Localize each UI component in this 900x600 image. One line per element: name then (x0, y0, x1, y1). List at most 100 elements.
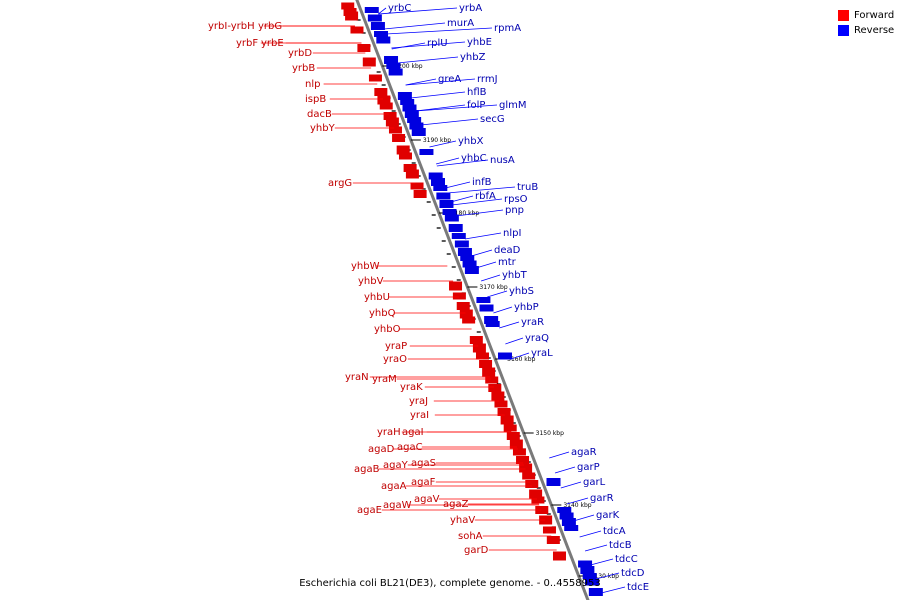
reverse-gene-label: hflB (467, 87, 487, 98)
reverse-gene-block (409, 122, 424, 130)
forward-gene-block (475, 352, 489, 360)
reverse-gene-label: tdcA (603, 526, 626, 537)
forward-gene-label: yrbD (288, 48, 312, 59)
reverse-gene-label: murA (447, 18, 474, 29)
forward-gene-block (531, 496, 545, 504)
forward-gene-label: agaY (383, 460, 409, 471)
reverse-gene-leader (447, 186, 516, 194)
reverse-gene-label: yraL (531, 348, 553, 359)
reverse-gene-block (428, 172, 443, 180)
forward-gene-label: yhbQ (369, 308, 396, 319)
kbp-tick-label: 3180 kbp (451, 210, 479, 217)
reverse-gene-leader (385, 27, 493, 35)
reverse-gene-block (384, 56, 399, 64)
reverse-gene-label: mtr (498, 257, 517, 268)
reverse-gene-label: greA (438, 74, 461, 85)
forward-gene-block (546, 536, 560, 544)
reverse-gene-label: glmM (499, 100, 527, 111)
reverse-gene-label: yrbA (459, 3, 482, 14)
reverse-gene-leader (475, 261, 497, 269)
reverse-gene-block (386, 63, 401, 69)
reverse-gene-block (419, 149, 434, 155)
forward-gene-block (472, 343, 486, 353)
kbp-tick-label: 3150 kbp (536, 430, 564, 437)
reverse-gene-leader (391, 41, 466, 49)
reverse-gene-leader (590, 558, 614, 566)
legend-item-forward: Forward (838, 8, 898, 23)
reverse-gene-label: yrbC (388, 3, 411, 14)
reverse-gene-block (404, 110, 419, 118)
reverse-gene-leader (410, 91, 466, 99)
reverse-gene-label: pnp (505, 205, 524, 216)
forward-gene-label: agaF (411, 477, 436, 488)
kbp-tick-label: 3160 kbp (507, 356, 535, 363)
forward-gene-block (403, 164, 417, 172)
forward-gene-block (456, 302, 470, 310)
forward-gene-block (341, 2, 355, 10)
forward-gene-label: yhbU (364, 292, 390, 303)
reverse-gene-label: secG (480, 114, 505, 125)
forward-gene-label: yhbY (310, 123, 336, 134)
kbp-tick-label: 3170 kbp (479, 284, 507, 291)
reverse-gene-leader (595, 572, 620, 580)
forward-gene-block (491, 391, 505, 401)
forward-gene-label: garD (464, 545, 489, 556)
forward-gene-block (385, 117, 399, 127)
reverse-gene-block (557, 507, 572, 513)
forward-gene-block (413, 190, 427, 198)
reverse-gene-block (411, 128, 426, 136)
reverse-gene-block (580, 566, 595, 574)
reverse-gene-leader (554, 466, 576, 474)
reverse-gene-label: rrmJ (477, 74, 498, 85)
forward-gene-label: yraP (385, 341, 407, 352)
forward-gene-label: ispB (305, 94, 326, 105)
forward-gene-label: yraO (383, 354, 407, 365)
forward-gene-label: agaB (354, 464, 380, 475)
reverse-gene-block (479, 304, 494, 312)
reverse-gene-block (484, 316, 499, 324)
reverse-gene-leader (451, 198, 503, 206)
forward-gene-block (494, 400, 508, 408)
reverse-gene-block (388, 68, 403, 76)
reverse-gene-label: yhbT (502, 270, 528, 281)
reverse-gene-label: garR (590, 493, 614, 504)
legend-label-forward: Forward (854, 10, 895, 21)
forward-gene-label: yraM (372, 374, 397, 385)
forward-gene-label: nlp (305, 79, 320, 90)
forward-gene-block (516, 456, 530, 464)
reverse-gene-block (561, 518, 576, 526)
forward-gene-label: yrbF (236, 38, 258, 49)
forward-gene-block (410, 182, 424, 190)
reverse-gene-label: yhbS (509, 286, 534, 297)
forward-gene-label: yraI (410, 410, 429, 421)
forward-gene-label: sohA (458, 531, 483, 542)
reverse-gene-leader (405, 78, 476, 86)
forward-gene-label: agaS (411, 458, 436, 469)
reverse-gene-block (436, 192, 451, 200)
forward-gene-block (357, 44, 371, 52)
reverse-gene-label: garK (596, 510, 620, 521)
forward-gene-label: agaI (402, 427, 424, 438)
forward-gene-label: yhaV (450, 515, 475, 526)
reverse-gene-label: tdcB (609, 540, 632, 551)
forward-gene-block (452, 292, 466, 300)
forward-gene-label: yrbB (292, 63, 315, 74)
forward-gene-block (449, 281, 463, 291)
kbp-tick-label: 3140 kbp (563, 502, 591, 509)
reverse-gene-label: yhbE (467, 37, 492, 48)
reverse-gene-leader (511, 352, 530, 360)
legend: Forward Reverse (838, 8, 898, 38)
reverse-gene-block (476, 297, 491, 303)
reverse-gene-leader (397, 56, 459, 64)
forward-gene-label: dacB (307, 109, 332, 120)
reverse-gene-block (582, 573, 597, 579)
reverse-gene-leader (415, 104, 498, 112)
forward-gene-block (459, 309, 473, 319)
forward-gene-block (398, 152, 412, 160)
forward-gene-label: agaD (368, 444, 395, 455)
forward-gene-block (362, 57, 376, 67)
forward-gene-label: yraK (400, 382, 423, 393)
forward-gene-block (345, 11, 359, 21)
forward-gene-label: yhbW (351, 261, 380, 272)
reverse-gene-label: tdcC (615, 554, 638, 565)
